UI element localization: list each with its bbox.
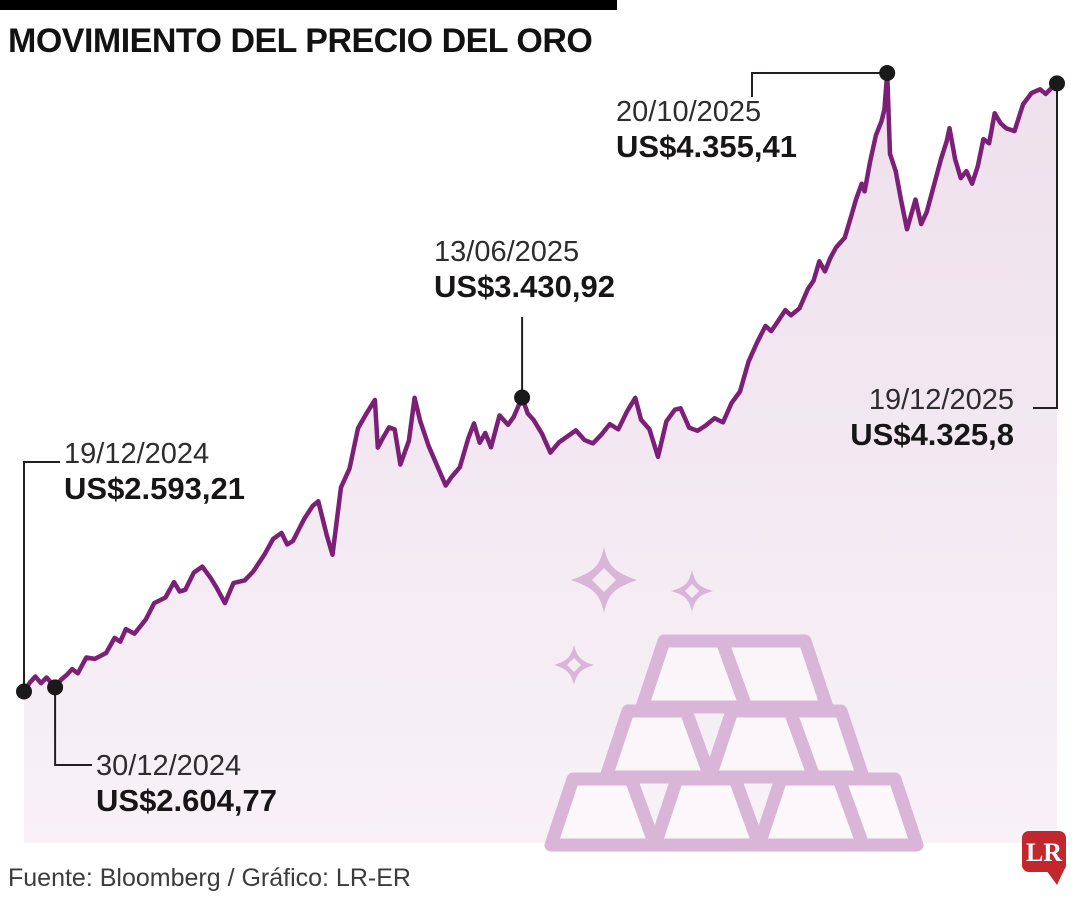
- callout-line-3: [751, 72, 888, 97]
- point-dots: [16, 65, 1065, 700]
- gold-bars-icon: [544, 634, 924, 852]
- annotation-date: 30/12/2024: [96, 750, 242, 782]
- callout-lines: [23, 72, 1058, 766]
- annotation-date: 20/10/2025: [616, 96, 762, 128]
- price-area: [24, 73, 1057, 843]
- callout-line-4: [1033, 83, 1058, 409]
- annotation-value: US$4.355,41: [616, 129, 797, 165]
- lr-logo: LR: [1022, 831, 1066, 885]
- page-title: MOVIMIENTO DEL PRECIO DEL ORO: [8, 22, 593, 60]
- point-dot-1: [47, 679, 64, 696]
- annotation-value: US$2.604,77: [96, 783, 277, 819]
- callout-line-1: [54, 687, 92, 766]
- sparkle-icon: [554, 645, 594, 685]
- annotation-date: 19/12/2024: [64, 438, 210, 470]
- callout-line-0: [23, 461, 60, 692]
- point-dot-2: [514, 389, 531, 406]
- annotation-date: 13/06/2025: [434, 236, 580, 268]
- annotation-19-12-2024: 19/12/2024 US$2.593,21: [64, 438, 245, 507]
- source-credit: Fuente: Bloomberg / Gráfico: LR-ER: [8, 864, 411, 892]
- sparkle-icon: [571, 547, 637, 613]
- point-dot-3: [879, 65, 896, 81]
- annotation-30-12-2024: 30/12/2024 US$2.604,77: [96, 750, 277, 819]
- point-dot-0: [16, 683, 32, 700]
- price-line: [21, 70, 1060, 694]
- annotation-19-12-2025: 19/12/2025 US$4.325,8: [850, 384, 1014, 453]
- annotation-20-10-2025: 20/10/2025 US$4.355,41: [616, 96, 797, 165]
- annotation-value: US$2.593,21: [64, 471, 245, 507]
- annotation-13-06-2025: 13/06/2025 US$3.430,92: [434, 236, 615, 305]
- annotation-value: US$3.430,92: [434, 269, 615, 305]
- lr-logo-text: LR: [1026, 838, 1062, 867]
- sparkle-icon: [671, 570, 713, 612]
- top-accent-bar: [0, 0, 617, 10]
- annotation-date: 19/12/2025: [868, 384, 1014, 416]
- point-dot-4: [1049, 75, 1065, 92]
- sparkle-icons: [554, 547, 713, 685]
- annotation-value: US$4.325,8: [850, 417, 1014, 453]
